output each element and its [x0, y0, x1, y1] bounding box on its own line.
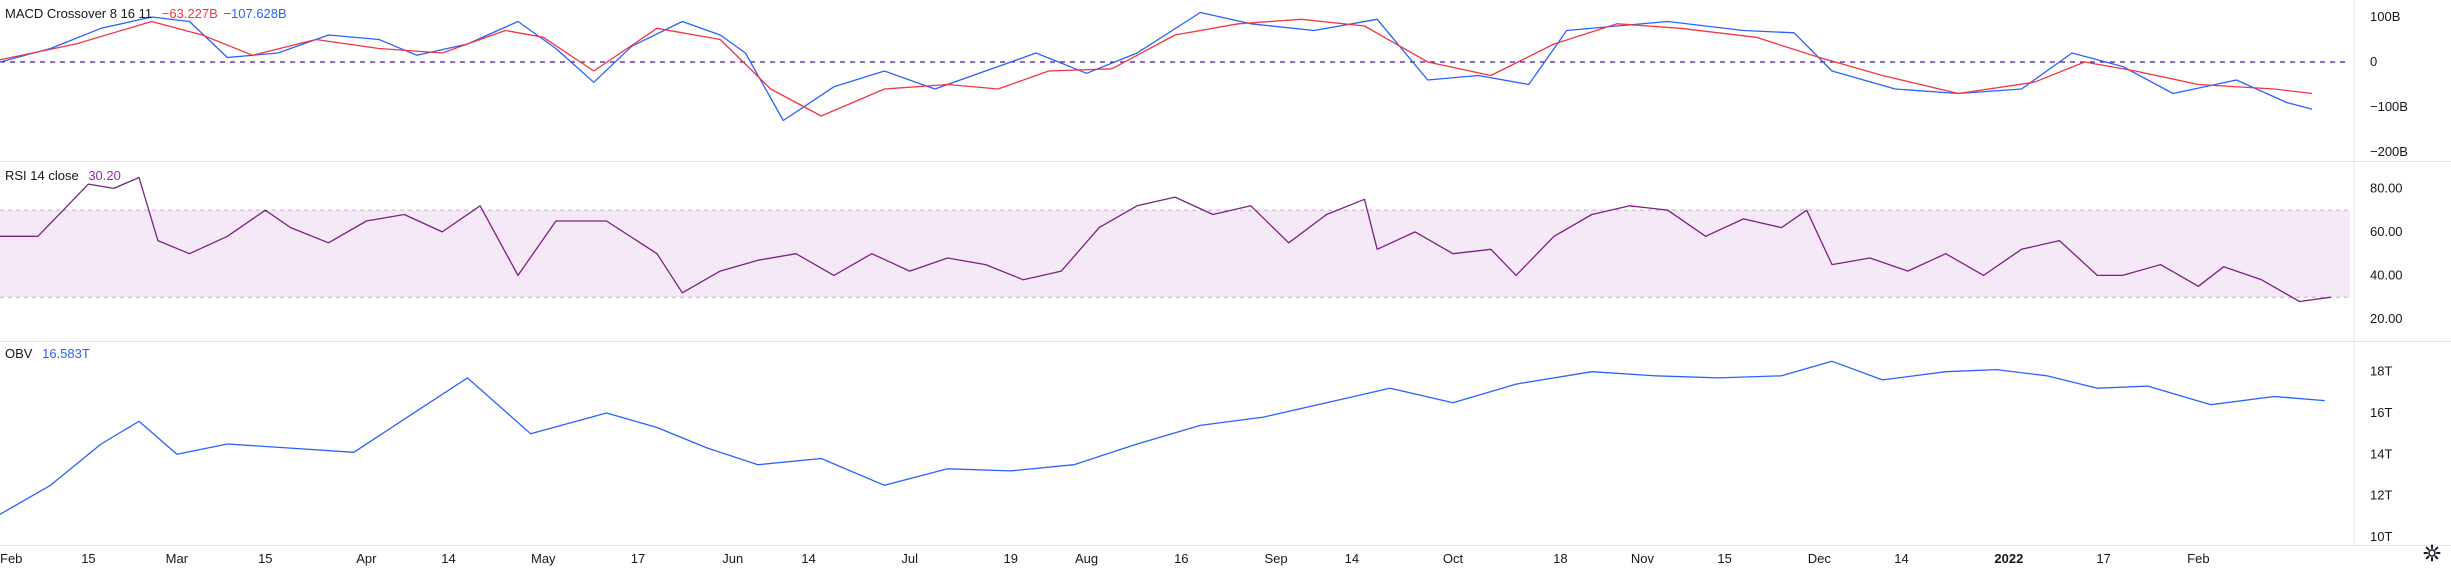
macd-value: −107.628B: [223, 6, 287, 21]
x-tick-label: 15: [258, 551, 272, 566]
y-tick-label: 40.00: [2370, 267, 2403, 282]
series-line-1-2: [0, 18, 2313, 117]
rsi-band: [0, 210, 2350, 298]
series-line-1-1: [0, 11, 2313, 122]
y-tick-label: −200B: [2370, 144, 2408, 159]
rsi-legend[interactable]: RSI 14 close 30.20: [5, 168, 127, 183]
x-tick-label: Oct: [1443, 551, 1464, 566]
x-tick-label: 14: [1345, 551, 1359, 566]
series-line-3-1: [0, 360, 2325, 515]
y-tick-label: 60.00: [2370, 224, 2403, 239]
x-tick-label: Jul: [901, 551, 918, 566]
x-tick-label: Feb: [0, 551, 22, 566]
macd-title: MACD Crossover 8 16 11: [5, 6, 153, 21]
y-tick-label: 12T: [2370, 488, 2392, 503]
y-tick-label: 20.00: [2370, 311, 2403, 326]
x-tick-label: Dec: [1808, 551, 1832, 566]
time-axis: Feb 15 Mar 15 Apr 14 May 17 Jun 14 Jul 19 Aug 16 Sep 14…: [0, 551, 2210, 566]
rsi-value: 30.20: [88, 168, 121, 183]
rsi-title: RSI 14 close: [5, 168, 79, 183]
indicator-panes: 100B 0 −100B −200B 80.00 60.00 40.00 20.00 18T 16…: [0, 0, 2451, 546]
x-tick-label: May: [531, 551, 556, 566]
x-tick-label: Mar: [166, 551, 189, 566]
x-tick-label: 18: [1553, 551, 1567, 566]
macd-legend[interactable]: MACD Crossover 8 16 11 −63.227B −107.628…: [5, 6, 293, 21]
x-tick-label: 17: [2096, 551, 2110, 566]
x-tick-label: Feb: [2187, 551, 2209, 566]
x-tick-label: Aug: [1075, 551, 1098, 566]
x-tick-label: 15: [81, 551, 95, 566]
x-tick-label: 14: [801, 551, 815, 566]
macd-signal-value: −63.227B: [161, 6, 218, 21]
x-tick-label: 2022: [1994, 551, 2023, 566]
x-tick-label: 19: [1004, 551, 1018, 566]
y-tick-label: 100B: [2370, 9, 2400, 24]
gear-icon[interactable]: [2423, 544, 2441, 562]
y-tick-label: 0: [2370, 54, 2377, 69]
x-tick-label: Jun: [722, 551, 743, 566]
y-tick-label: 80.00: [2370, 180, 2403, 195]
y-tick-label: 14T: [2370, 446, 2392, 461]
obv-title: OBV: [5, 346, 33, 361]
x-tick-label: 14: [441, 551, 455, 566]
y-tick-label: 18T: [2370, 364, 2392, 379]
obv-legend[interactable]: OBV 16.583T: [5, 346, 96, 361]
x-tick-label: Nov: [1631, 551, 1655, 566]
y-tick-label: 10T: [2370, 529, 2392, 544]
x-tick-label: 16: [1174, 551, 1188, 566]
x-tick-label: 14: [1894, 551, 1908, 566]
y-tick-label: −100B: [2370, 99, 2408, 114]
x-tick-label: Apr: [356, 551, 377, 566]
obv-value: 16.583T: [42, 346, 90, 361]
x-tick-label: 15: [1717, 551, 1731, 566]
x-tick-label: 17: [631, 551, 645, 566]
x-tick-label: Sep: [1265, 551, 1288, 566]
series-line-2-1: [0, 176, 2332, 303]
y-tick-label: 16T: [2370, 405, 2392, 420]
